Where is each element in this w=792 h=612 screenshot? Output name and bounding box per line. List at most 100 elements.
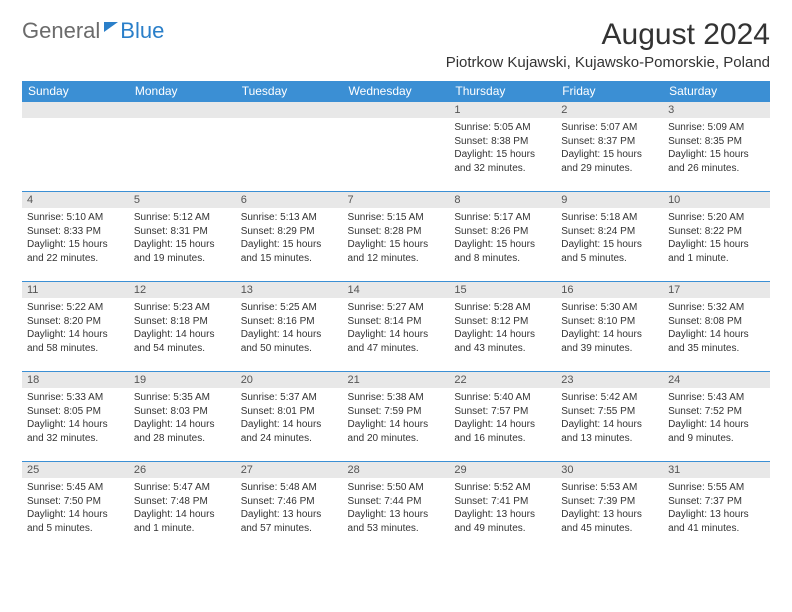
calendar-day-cell: 17Sunrise: 5:32 AMSunset: 8:08 PMDayligh… xyxy=(663,281,770,371)
sunrise-text: Sunrise: 5:32 AM xyxy=(668,301,765,315)
calendar-day-cell: 5Sunrise: 5:12 AMSunset: 8:31 PMDaylight… xyxy=(129,191,236,281)
day-number: 22 xyxy=(449,371,556,388)
sunset-text: Sunset: 8:29 PM xyxy=(241,225,338,239)
day-data: Sunrise: 5:35 AMSunset: 8:03 PMDaylight:… xyxy=(129,388,236,447)
calendar-day-cell: 22Sunrise: 5:40 AMSunset: 7:57 PMDayligh… xyxy=(449,371,556,461)
calendar-day-cell: 2Sunrise: 5:07 AMSunset: 8:37 PMDaylight… xyxy=(556,101,663,191)
sunset-text: Sunset: 8:28 PM xyxy=(348,225,445,239)
location-subtitle: Piotrkow Kujawski, Kujawsko-Pomorskie, P… xyxy=(446,54,770,71)
sunset-text: Sunset: 8:35 PM xyxy=(668,135,765,149)
day-number: 8 xyxy=(449,191,556,208)
calendar-day-cell: 18Sunrise: 5:33 AMSunset: 8:05 PMDayligh… xyxy=(22,371,129,461)
weekday-header: Wednesday xyxy=(343,81,450,101)
sunrise-text: Sunrise: 5:25 AM xyxy=(241,301,338,315)
page-title: August 2024 xyxy=(446,18,770,52)
sunrise-text: Sunrise: 5:28 AM xyxy=(454,301,551,315)
weekday-header: Thursday xyxy=(449,81,556,101)
sunset-text: Sunset: 7:41 PM xyxy=(454,495,551,509)
day-data: Sunrise: 5:28 AMSunset: 8:12 PMDaylight:… xyxy=(449,298,556,357)
sunset-text: Sunset: 7:48 PM xyxy=(134,495,231,509)
daylight-text: Daylight: 13 hours and 49 minutes. xyxy=(454,508,551,535)
calendar-day-cell: 21Sunrise: 5:38 AMSunset: 7:59 PMDayligh… xyxy=(343,371,450,461)
sunrise-text: Sunrise: 5:17 AM xyxy=(454,211,551,225)
day-number: 10 xyxy=(663,191,770,208)
sunrise-text: Sunrise: 5:12 AM xyxy=(134,211,231,225)
daylight-text: Daylight: 14 hours and 58 minutes. xyxy=(27,328,124,355)
day-number: 15 xyxy=(449,281,556,298)
daylight-text: Daylight: 14 hours and 43 minutes. xyxy=(454,328,551,355)
logo-text-general: General xyxy=(22,18,100,44)
daylight-text: Daylight: 14 hours and 32 minutes. xyxy=(27,418,124,445)
logo: General Blue xyxy=(22,18,164,44)
day-number: 24 xyxy=(663,371,770,388)
sunset-text: Sunset: 8:26 PM xyxy=(454,225,551,239)
calendar-day-cell: 20Sunrise: 5:37 AMSunset: 8:01 PMDayligh… xyxy=(236,371,343,461)
sunset-text: Sunset: 8:01 PM xyxy=(241,405,338,419)
daylight-text: Daylight: 13 hours and 53 minutes. xyxy=(348,508,445,535)
day-data: Sunrise: 5:40 AMSunset: 7:57 PMDaylight:… xyxy=(449,388,556,447)
day-data: Sunrise: 5:17 AMSunset: 8:26 PMDaylight:… xyxy=(449,208,556,267)
sunrise-text: Sunrise: 5:52 AM xyxy=(454,481,551,495)
day-data: Sunrise: 5:47 AMSunset: 7:48 PMDaylight:… xyxy=(129,478,236,537)
calendar-day-cell: 6Sunrise: 5:13 AMSunset: 8:29 PMDaylight… xyxy=(236,191,343,281)
day-data: Sunrise: 5:18 AMSunset: 8:24 PMDaylight:… xyxy=(556,208,663,267)
day-data: Sunrise: 5:22 AMSunset: 8:20 PMDaylight:… xyxy=(22,298,129,357)
calendar-day-cell: 14Sunrise: 5:27 AMSunset: 8:14 PMDayligh… xyxy=(343,281,450,371)
daylight-text: Daylight: 14 hours and 50 minutes. xyxy=(241,328,338,355)
calendar-week-row: 11Sunrise: 5:22 AMSunset: 8:20 PMDayligh… xyxy=(22,281,770,371)
day-number xyxy=(129,101,236,118)
calendar-body: 1Sunrise: 5:05 AMSunset: 8:38 PMDaylight… xyxy=(22,101,770,551)
day-number xyxy=(22,101,129,118)
daylight-text: Daylight: 14 hours and 54 minutes. xyxy=(134,328,231,355)
daylight-text: Daylight: 15 hours and 1 minute. xyxy=(668,238,765,265)
calendar-day-cell: 13Sunrise: 5:25 AMSunset: 8:16 PMDayligh… xyxy=(236,281,343,371)
daylight-text: Daylight: 13 hours and 41 minutes. xyxy=(668,508,765,535)
daylight-text: Daylight: 15 hours and 5 minutes. xyxy=(561,238,658,265)
sunrise-text: Sunrise: 5:53 AM xyxy=(561,481,658,495)
day-data: Sunrise: 5:45 AMSunset: 7:50 PMDaylight:… xyxy=(22,478,129,537)
weekday-header: Tuesday xyxy=(236,81,343,101)
daylight-text: Daylight: 14 hours and 5 minutes. xyxy=(27,508,124,535)
day-data: Sunrise: 5:27 AMSunset: 8:14 PMDaylight:… xyxy=(343,298,450,357)
weekday-header: Monday xyxy=(129,81,236,101)
daylight-text: Daylight: 14 hours and 47 minutes. xyxy=(348,328,445,355)
day-number: 19 xyxy=(129,371,236,388)
calendar-day-cell: 19Sunrise: 5:35 AMSunset: 8:03 PMDayligh… xyxy=(129,371,236,461)
sunrise-text: Sunrise: 5:05 AM xyxy=(454,121,551,135)
daylight-text: Daylight: 14 hours and 35 minutes. xyxy=(668,328,765,355)
daylight-text: Daylight: 14 hours and 39 minutes. xyxy=(561,328,658,355)
sunrise-text: Sunrise: 5:38 AM xyxy=(348,391,445,405)
calendar-day-cell: 31Sunrise: 5:55 AMSunset: 7:37 PMDayligh… xyxy=(663,461,770,551)
sunrise-text: Sunrise: 5:37 AM xyxy=(241,391,338,405)
title-block: August 2024 Piotrkow Kujawski, Kujawsko-… xyxy=(446,18,770,71)
calendar-day-cell xyxy=(236,101,343,191)
sunset-text: Sunset: 8:10 PM xyxy=(561,315,658,329)
calendar-day-cell: 26Sunrise: 5:47 AMSunset: 7:48 PMDayligh… xyxy=(129,461,236,551)
day-data: Sunrise: 5:07 AMSunset: 8:37 PMDaylight:… xyxy=(556,118,663,177)
calendar-day-cell: 25Sunrise: 5:45 AMSunset: 7:50 PMDayligh… xyxy=(22,461,129,551)
calendar-day-cell: 10Sunrise: 5:20 AMSunset: 8:22 PMDayligh… xyxy=(663,191,770,281)
day-number: 9 xyxy=(556,191,663,208)
sunrise-text: Sunrise: 5:10 AM xyxy=(27,211,124,225)
day-data: Sunrise: 5:05 AMSunset: 8:38 PMDaylight:… xyxy=(449,118,556,177)
day-data: Sunrise: 5:09 AMSunset: 8:35 PMDaylight:… xyxy=(663,118,770,177)
calendar-day-cell: 8Sunrise: 5:17 AMSunset: 8:26 PMDaylight… xyxy=(449,191,556,281)
day-data: Sunrise: 5:15 AMSunset: 8:28 PMDaylight:… xyxy=(343,208,450,267)
sunset-text: Sunset: 8:08 PM xyxy=(668,315,765,329)
calendar-day-cell: 11Sunrise: 5:22 AMSunset: 8:20 PMDayligh… xyxy=(22,281,129,371)
day-data: Sunrise: 5:20 AMSunset: 8:22 PMDaylight:… xyxy=(663,208,770,267)
sunset-text: Sunset: 7:55 PM xyxy=(561,405,658,419)
calendar-day-cell: 15Sunrise: 5:28 AMSunset: 8:12 PMDayligh… xyxy=(449,281,556,371)
day-data: Sunrise: 5:30 AMSunset: 8:10 PMDaylight:… xyxy=(556,298,663,357)
calendar-day-cell: 16Sunrise: 5:30 AMSunset: 8:10 PMDayligh… xyxy=(556,281,663,371)
daylight-text: Daylight: 15 hours and 8 minutes. xyxy=(454,238,551,265)
sunrise-text: Sunrise: 5:42 AM xyxy=(561,391,658,405)
sunset-text: Sunset: 8:14 PM xyxy=(348,315,445,329)
sunrise-text: Sunrise: 5:40 AM xyxy=(454,391,551,405)
calendar-day-cell xyxy=(129,101,236,191)
sunset-text: Sunset: 8:20 PM xyxy=(27,315,124,329)
day-number: 30 xyxy=(556,461,663,478)
day-data: Sunrise: 5:10 AMSunset: 8:33 PMDaylight:… xyxy=(22,208,129,267)
sunset-text: Sunset: 8:22 PM xyxy=(668,225,765,239)
day-number: 16 xyxy=(556,281,663,298)
